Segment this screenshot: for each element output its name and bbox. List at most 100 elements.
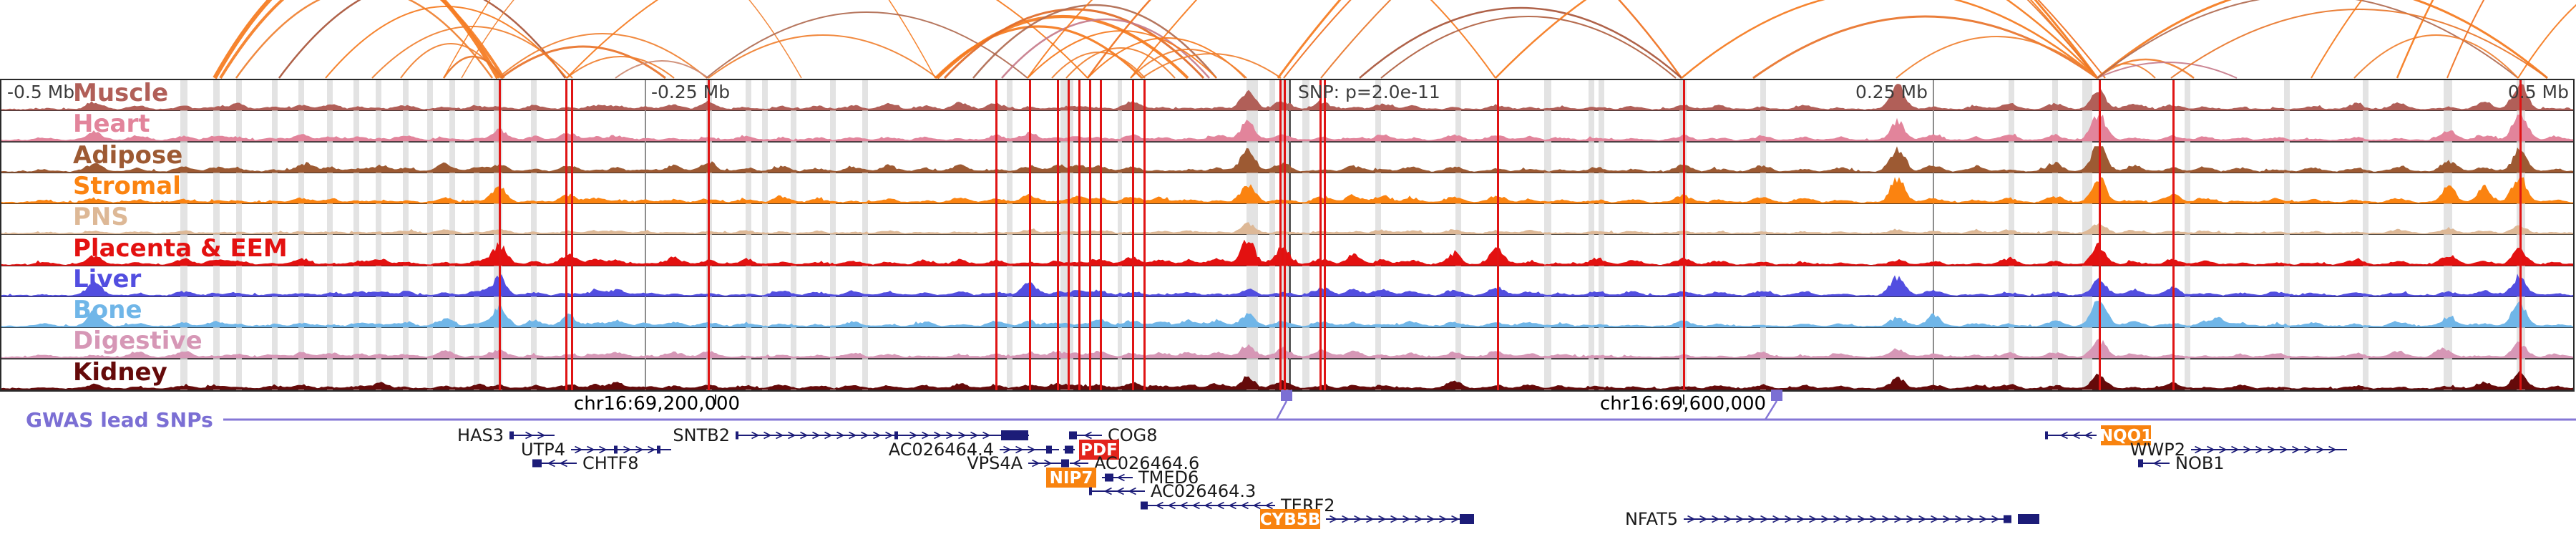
track-row-digestive[interactable]: Digestive — [1, 328, 2573, 359]
track-row-stromal[interactable]: Stromal — [1, 173, 2573, 205]
gene-label: NIP7 — [1050, 469, 1093, 488]
gene-sntb2[interactable]: SNTB2 — [673, 425, 1029, 445]
gene-ac026464.6[interactable]: AC026464.6 — [1070, 453, 1199, 473]
gene-ac026464.3[interactable]: AC026464.3 — [1089, 481, 1256, 501]
gene-vps4a[interactable]: VPS4A — [967, 453, 1069, 473]
highlight-band — [236, 80, 242, 390]
gene-wwp2[interactable]: WWP2 — [2130, 440, 2347, 460]
gene-nip7[interactable]: NIP7 — [1046, 468, 1096, 488]
highlight-band — [1760, 80, 1766, 390]
gene-nfat5[interactable]: NFAT5 — [1625, 509, 2039, 529]
gene-nob1[interactable]: NOB1 — [2138, 453, 2225, 473]
interaction-arc — [1130, 0, 2097, 79]
interaction-arc — [2517, 4, 2576, 79]
gene-label: NQO1 — [2099, 427, 2152, 445]
interaction-arc — [1380, 16, 1677, 79]
highlight-band — [272, 80, 278, 390]
gene-ac026464.4[interactable]: AC026464.4 — [889, 440, 1059, 460]
track-row-muscle[interactable]: Muscle — [1, 79, 2573, 112]
highlight-band — [2444, 80, 2452, 390]
highlight-band — [449, 80, 455, 390]
highlight-band — [1118, 80, 1122, 390]
track-label: PNS — [73, 203, 129, 232]
gwas-lead-snp-marker[interactable] — [1281, 390, 1292, 401]
interaction-arc — [2446, 0, 2485, 79]
signal-area — [1, 274, 2573, 297]
track-row-kidney[interactable]: Kidney — [1, 359, 2573, 390]
interaction-arc — [1681, 0, 2098, 79]
highlight-band — [531, 80, 537, 390]
annotation-panel: chr16:69,200,000 chr16:69,600,000 GWAS l… — [0, 384, 2576, 537]
gene-highlight-box — [1260, 509, 1320, 529]
interaction-arc — [936, 15, 1189, 79]
highlight-band — [2082, 80, 2092, 390]
highlight-band — [2185, 80, 2190, 390]
track-row-pns[interactable]: PNS — [1, 203, 2573, 236]
signal-area — [1, 301, 2573, 328]
track-label: Heart — [73, 110, 150, 139]
signal-area — [1, 177, 2573, 204]
variant-line — [708, 80, 710, 390]
highlight-band — [180, 80, 187, 390]
interaction-arc — [1130, 49, 1247, 79]
signal-area — [1, 370, 2573, 390]
gwas-lead-snp-marker[interactable] — [1771, 390, 1782, 401]
signal-area — [1, 84, 2573, 111]
variant-line — [1143, 80, 1146, 390]
variant-line — [499, 80, 501, 390]
interaction-arc — [278, 0, 567, 79]
interaction-arc — [219, 0, 505, 79]
interaction-arc — [1001, 18, 1210, 79]
track-label: Muscle — [73, 79, 169, 107]
variant-line — [1057, 80, 1059, 390]
gene-highlight-box — [1079, 440, 1119, 460]
interaction-arcs-panel — [213, 0, 2576, 79]
gene-label: NFAT5 — [1625, 509, 1678, 529]
gene-chtf8[interactable]: CHTF8 — [532, 453, 639, 473]
gene-nqo1[interactable]: NQO1 — [2045, 425, 2152, 445]
signal-area — [1, 222, 2573, 235]
variant-line — [1132, 80, 1134, 390]
interaction-arc — [1065, 47, 1176, 79]
gene-label: VPS4A — [967, 453, 1023, 473]
interaction-arc — [2097, 62, 2238, 79]
interaction-arc — [708, 34, 938, 79]
track-row-liver[interactable]: Liver — [1, 266, 2573, 298]
signal-tracks-panel: SNP: p=2.0e-11 Muscle Heart Adipose Stromal… — [0, 79, 2575, 392]
track-row-heart[interactable]: Heart — [1, 111, 2573, 142]
variant-line — [565, 80, 567, 390]
variant-line — [1284, 80, 1286, 390]
gene-pdf[interactable]: PDF — [1063, 440, 1119, 460]
track-row-bone[interactable]: Bone — [1, 296, 2573, 329]
interaction-arc — [1283, 0, 2106, 79]
track-label: Placenta & EEM — [73, 233, 288, 263]
highlight-band — [1455, 80, 1461, 390]
signal-area — [1, 339, 2573, 359]
gene-has3[interactable]: HAS3 — [457, 425, 555, 445]
gene-cyb5b[interactable]: CYB5B — [1260, 509, 1474, 529]
track-row-placenta-eem[interactable]: Placenta & EEM — [1, 236, 2573, 266]
track-label: Digestive — [73, 326, 203, 356]
interaction-arc — [1320, 0, 2098, 79]
track-label: Kidney — [73, 357, 167, 387]
variant-line — [2099, 80, 2101, 390]
highlight-band — [1589, 80, 1594, 390]
variant-line — [1497, 80, 1499, 390]
interaction-arc — [2097, 0, 2548, 79]
highlight-band — [2363, 80, 2368, 390]
gene-utp4[interactable]: UTP4 — [521, 440, 671, 460]
highlight-band — [1302, 80, 1309, 390]
gene-label: CHTF8 — [582, 453, 639, 473]
variant-line — [2519, 80, 2522, 390]
highlight-band — [2009, 80, 2014, 390]
gwas-lead-snps-track-label: GWAS lead SNPs — [26, 408, 213, 432]
ruler-label: 0.25 Mb — [1855, 82, 1928, 102]
snp-position-line — [1289, 80, 1291, 390]
highlight-band — [474, 80, 479, 390]
variant-line — [1068, 80, 1070, 390]
gene-tmed6[interactable]: TMED6 — [1102, 468, 1199, 488]
variant-line — [571, 80, 573, 390]
track-row-adipose[interactable]: Adipose — [1, 142, 2573, 173]
track-label: Bone — [73, 296, 142, 325]
